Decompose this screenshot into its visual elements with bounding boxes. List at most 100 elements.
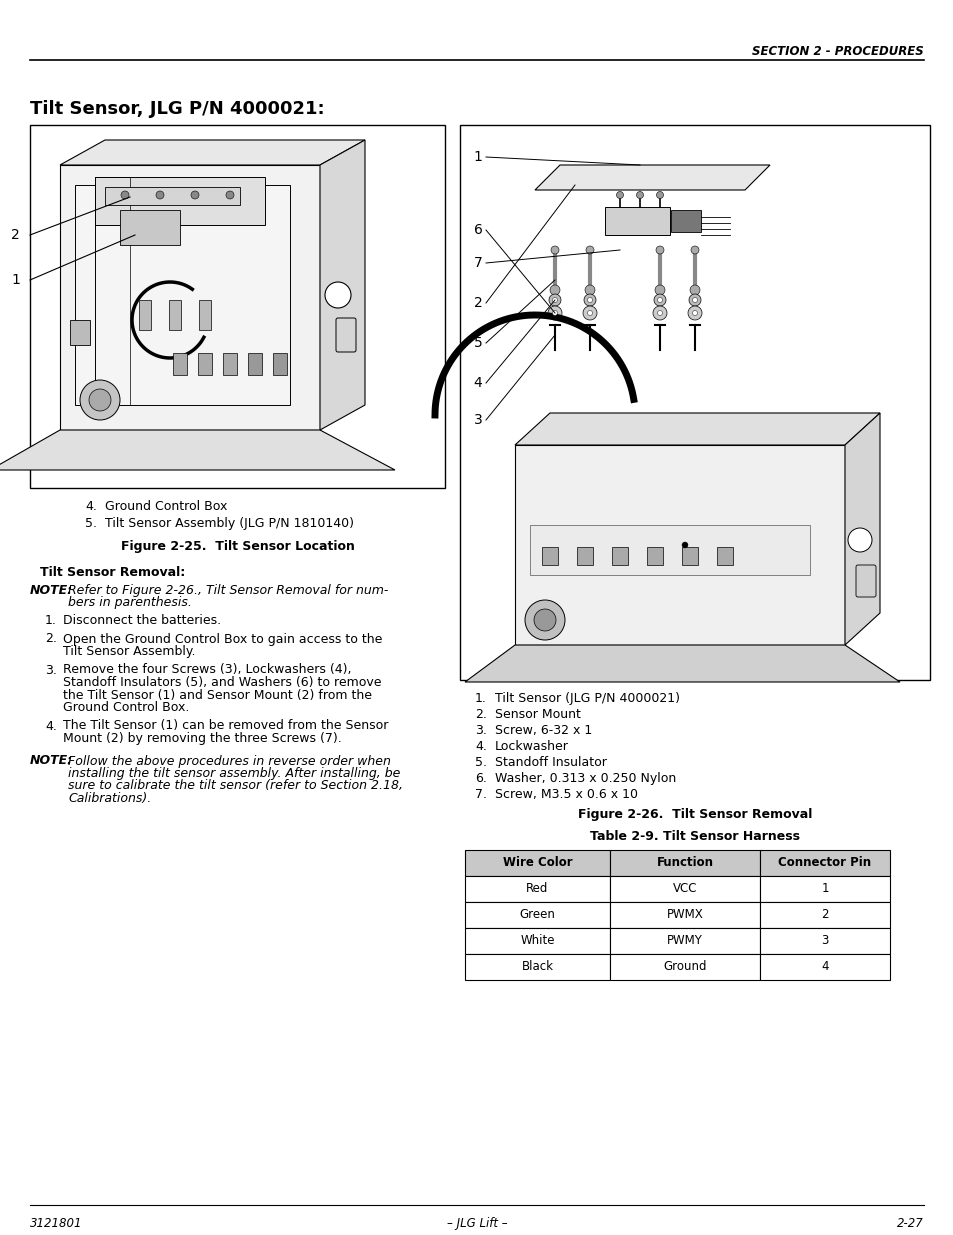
Circle shape — [655, 285, 664, 295]
Text: 7.: 7. — [475, 788, 486, 802]
Bar — [609, 850, 760, 876]
Text: Tilt Sensor Assembly.: Tilt Sensor Assembly. — [63, 645, 195, 658]
FancyBboxPatch shape — [855, 564, 875, 597]
Text: The Tilt Sensor (1) can be removed from the Sensor: The Tilt Sensor (1) can be removed from … — [63, 720, 388, 732]
Circle shape — [687, 306, 701, 320]
Bar — [609, 927, 760, 953]
Text: 1: 1 — [473, 149, 482, 164]
Circle shape — [688, 294, 700, 306]
Bar — [541, 547, 558, 564]
Circle shape — [689, 285, 700, 295]
Text: Tilt Sensor, JLG P/N 4000021:: Tilt Sensor, JLG P/N 4000021: — [30, 100, 324, 119]
Text: Green: Green — [519, 909, 555, 921]
Polygon shape — [105, 186, 240, 205]
Circle shape — [652, 306, 666, 320]
Bar — [760, 927, 889, 953]
Circle shape — [325, 282, 351, 308]
Text: Refer to Figure 2-26., Tilt Sensor Removal for num-: Refer to Figure 2-26., Tilt Sensor Remov… — [68, 584, 388, 597]
Text: 1.: 1. — [45, 614, 57, 627]
Circle shape — [692, 310, 697, 315]
Text: Ground: Ground — [662, 961, 706, 973]
Polygon shape — [0, 430, 395, 471]
Circle shape — [636, 191, 643, 199]
Circle shape — [656, 246, 663, 254]
Bar — [760, 876, 889, 902]
Text: 2: 2 — [473, 296, 482, 310]
Polygon shape — [60, 140, 365, 165]
Circle shape — [89, 389, 111, 411]
Text: 1: 1 — [11, 273, 20, 287]
Bar — [459, 125, 929, 680]
Text: Screw, 6-32 x 1: Screw, 6-32 x 1 — [495, 724, 592, 737]
Circle shape — [616, 191, 623, 199]
Circle shape — [584, 285, 595, 295]
Bar — [169, 300, 181, 330]
Circle shape — [681, 542, 687, 548]
Circle shape — [690, 246, 699, 254]
Text: installing the tilt sensor assembly. After installing, be: installing the tilt sensor assembly. Aft… — [68, 767, 400, 781]
Bar — [530, 525, 809, 576]
Circle shape — [692, 298, 697, 303]
Polygon shape — [95, 177, 265, 225]
Circle shape — [524, 600, 564, 640]
Circle shape — [552, 310, 557, 315]
Text: White: White — [519, 935, 554, 947]
Text: Connector Pin: Connector Pin — [778, 857, 871, 869]
Text: Black: Black — [521, 961, 553, 973]
Text: Tilt Sensor Assembly (JLG P/N 1810140): Tilt Sensor Assembly (JLG P/N 1810140) — [105, 517, 354, 530]
Circle shape — [583, 294, 596, 306]
Text: Remove the four Screws (3), Lockwashers (4),: Remove the four Screws (3), Lockwashers … — [63, 663, 351, 677]
Circle shape — [191, 191, 199, 199]
Bar — [198, 353, 212, 375]
Text: 4.: 4. — [45, 720, 57, 732]
Text: Sensor Mount: Sensor Mount — [495, 708, 580, 721]
Text: 3: 3 — [821, 935, 828, 947]
Circle shape — [550, 285, 559, 295]
Bar — [172, 353, 187, 375]
Circle shape — [156, 191, 164, 199]
Text: Table 2-9. Tilt Sensor Harness: Table 2-9. Tilt Sensor Harness — [589, 830, 800, 844]
Circle shape — [548, 294, 560, 306]
Text: 2.: 2. — [45, 632, 57, 646]
Circle shape — [654, 294, 665, 306]
Bar — [646, 547, 662, 564]
Text: sure to calibrate the tilt sensor (refer to Section 2.18,: sure to calibrate the tilt sensor (refer… — [68, 779, 402, 793]
Bar — [604, 207, 669, 235]
Text: Standoff Insulators (5), and Washers (6) to remove: Standoff Insulators (5), and Washers (6)… — [63, 676, 381, 689]
Text: Lockwasher: Lockwasher — [495, 740, 568, 753]
Circle shape — [587, 298, 592, 303]
Text: Wire Color: Wire Color — [502, 857, 572, 869]
Text: 4.: 4. — [85, 500, 97, 513]
Text: Tilt Sensor Removal:: Tilt Sensor Removal: — [40, 566, 185, 579]
Circle shape — [551, 246, 558, 254]
Circle shape — [552, 298, 557, 303]
Circle shape — [226, 191, 233, 199]
Circle shape — [80, 380, 120, 420]
Text: 1: 1 — [821, 883, 828, 895]
Text: 5.: 5. — [475, 756, 486, 769]
Text: Washer, 0.313 x 0.250 Nylon: Washer, 0.313 x 0.250 Nylon — [495, 772, 676, 785]
Text: SECTION 2 - PROCEDURES: SECTION 2 - PROCEDURES — [752, 44, 923, 58]
Bar — [199, 300, 211, 330]
Circle shape — [547, 306, 561, 320]
Text: Open the Ground Control Box to gain access to the: Open the Ground Control Box to gain acce… — [63, 632, 382, 646]
Bar — [760, 902, 889, 927]
Text: Mount (2) by removing the three Screws (7).: Mount (2) by removing the three Screws (… — [63, 732, 341, 745]
Circle shape — [121, 191, 129, 199]
Bar — [609, 953, 760, 981]
Circle shape — [657, 298, 661, 303]
Bar — [75, 185, 290, 405]
Bar — [464, 902, 609, 927]
Text: 1.: 1. — [475, 692, 486, 705]
Bar — [464, 850, 609, 876]
Text: NOTE:: NOTE: — [30, 584, 73, 597]
Text: 6: 6 — [473, 224, 482, 237]
Text: Figure 2-26.  Tilt Sensor Removal: Figure 2-26. Tilt Sensor Removal — [578, 808, 811, 821]
Text: 3: 3 — [473, 412, 482, 427]
Text: Ground Control Box: Ground Control Box — [105, 500, 227, 513]
Bar — [139, 300, 151, 330]
Text: PWMY: PWMY — [666, 935, 702, 947]
Text: 5.: 5. — [85, 517, 97, 530]
Bar — [223, 353, 236, 375]
Polygon shape — [515, 445, 844, 645]
